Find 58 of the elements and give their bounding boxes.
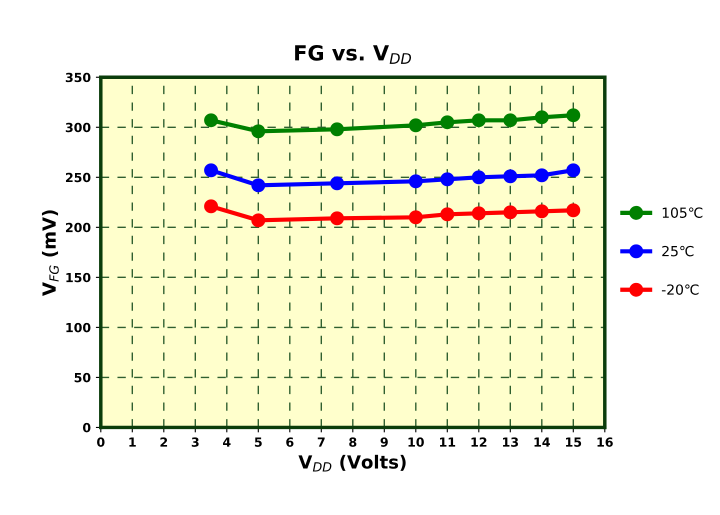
point [472,206,486,220]
y-tick-label: 300 [66,122,90,132]
y-tick-label: 350 [66,72,90,82]
legend-label: 105℃ [662,207,702,218]
legend-label: -20℃ [662,284,699,295]
point [566,163,580,178]
point [204,163,218,178]
x-tick-label: 5 [254,438,262,447]
x-tick-label: 9 [380,437,388,447]
x-tick-label: 10 [408,437,424,447]
x-tick-label: 8 [349,437,356,447]
y-tick-label: 50 [74,372,90,382]
point [440,207,454,222]
point [440,115,454,130]
point [472,113,486,128]
x-tick-label: 13 [503,437,518,447]
point [330,122,344,136]
point [503,205,518,220]
point [251,213,266,228]
point [503,169,518,184]
point [251,124,266,138]
point [408,118,423,132]
y-tick-label: 150 [66,272,90,282]
x-tick-label: 4 [223,438,231,447]
x-tick-label: 14 [534,438,550,447]
chart-title: FG vs. V$_{DD}$ [295,44,412,64]
y-axis-title: V$_{FG}$ (mV) [42,210,59,296]
x-tick-label: 15 [566,438,582,447]
x-tick-label: 1 [129,438,136,447]
point [330,211,344,226]
point [566,108,580,122]
point [251,178,266,192]
point [330,176,344,190]
x-tick-label: 7 [318,438,325,447]
x-tick-label: 16 [598,437,613,447]
point [408,210,423,224]
y-tick-label: 100 [66,322,90,332]
point [534,168,549,182]
x-tick-label: 2 [160,437,168,447]
legend-label: 25℃ [662,246,694,256]
point [566,203,580,218]
y-tick-label: 250 [66,172,90,182]
point [408,174,423,188]
x-tick-label: 12 [472,437,486,447]
x-tick-label: 3 [192,437,199,447]
x-tick-label: 6 [286,437,294,447]
point [204,113,218,128]
point [534,204,549,218]
point [204,199,218,214]
x-tick-label: 11 [440,438,456,447]
point [472,170,486,184]
point [534,110,549,124]
point [440,172,454,186]
y-tick-label: 200 [66,222,90,232]
point [503,113,518,128]
y-tick-label: 0 [82,422,90,432]
x-axis-title: V$_{DD}$ (Volts) [298,454,406,472]
x-tick-label: 0 [97,437,105,447]
